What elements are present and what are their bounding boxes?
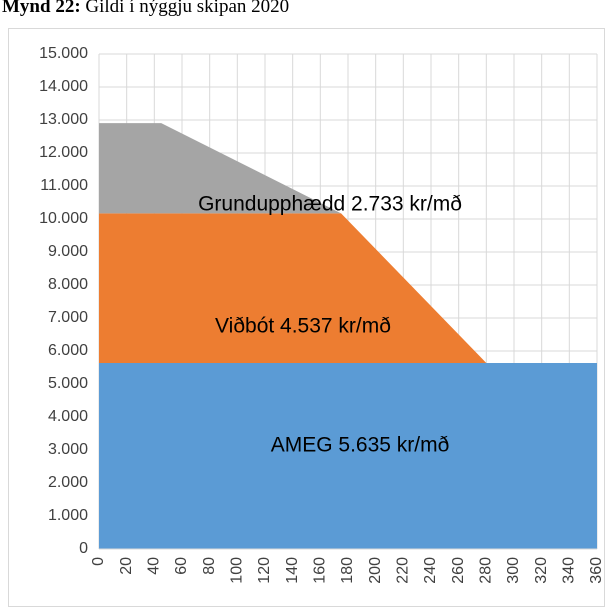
area-label: Viðbót 4.537 kr/mð bbox=[215, 315, 391, 338]
x-tick-label: 100 bbox=[229, 557, 246, 584]
area-label: AMEG 5.635 kr/mð bbox=[271, 434, 450, 457]
y-tick-label: 6.000 bbox=[48, 342, 88, 359]
y-tick-label: 8.000 bbox=[48, 276, 88, 293]
x-tick-label: 80 bbox=[201, 557, 218, 575]
x-tick-label: 40 bbox=[146, 557, 163, 575]
y-tick-label: 14.000 bbox=[39, 78, 88, 95]
x-tick-label: 20 bbox=[118, 557, 135, 575]
x-tick-label: 180 bbox=[339, 557, 356, 584]
y-tick-label: 12.000 bbox=[39, 144, 88, 161]
x-tick-label: 240 bbox=[422, 557, 439, 584]
y-tick-label: 4.000 bbox=[48, 408, 88, 425]
x-tick-label: 60 bbox=[173, 557, 190, 575]
x-tick-label: 200 bbox=[367, 557, 384, 584]
x-tick-label: 220 bbox=[395, 557, 412, 584]
x-tick-label: 320 bbox=[533, 557, 550, 584]
y-tick-label: 0 bbox=[79, 540, 88, 557]
x-tick-label: 120 bbox=[256, 557, 273, 584]
title-text: Gildi í nýggju skipan 2020 bbox=[85, 0, 289, 17]
chart-border bbox=[8, 28, 605, 607]
y-tick-label: 11.000 bbox=[40, 177, 88, 194]
x-tick-label: 340 bbox=[561, 557, 578, 584]
x-tick-label: 280 bbox=[478, 557, 495, 584]
y-tick-label: 2.000 bbox=[48, 474, 88, 491]
y-tick-label: 7.000 bbox=[48, 309, 88, 326]
y-tick-label: 13.000 bbox=[39, 111, 88, 128]
title-label: Mynd 22: bbox=[2, 0, 81, 17]
x-tick-label: 0 bbox=[90, 557, 107, 566]
x-tick-label: 360 bbox=[588, 557, 605, 584]
y-tick-label: 1.000 bbox=[48, 507, 88, 524]
y-tick-label: 3.000 bbox=[48, 441, 88, 458]
y-tick-label: 9.000 bbox=[48, 243, 88, 260]
area bbox=[99, 363, 597, 549]
y-tick-label: 5.000 bbox=[48, 375, 88, 392]
x-tick-label: 140 bbox=[284, 557, 301, 584]
area bbox=[99, 123, 597, 364]
y-tick-label: 10.000 bbox=[39, 210, 88, 227]
y-tick-label: 15.000 bbox=[39, 45, 88, 62]
x-tick-label: 260 bbox=[450, 557, 467, 584]
area-label: Grundupphædd 2.733 kr/mð bbox=[198, 193, 462, 216]
chart-title: Mynd 22: Gildi í nýggju skipan 2020 bbox=[2, 0, 289, 17]
area bbox=[99, 213, 597, 364]
x-tick-label: 300 bbox=[505, 557, 522, 584]
x-tick-label: 160 bbox=[312, 557, 329, 584]
